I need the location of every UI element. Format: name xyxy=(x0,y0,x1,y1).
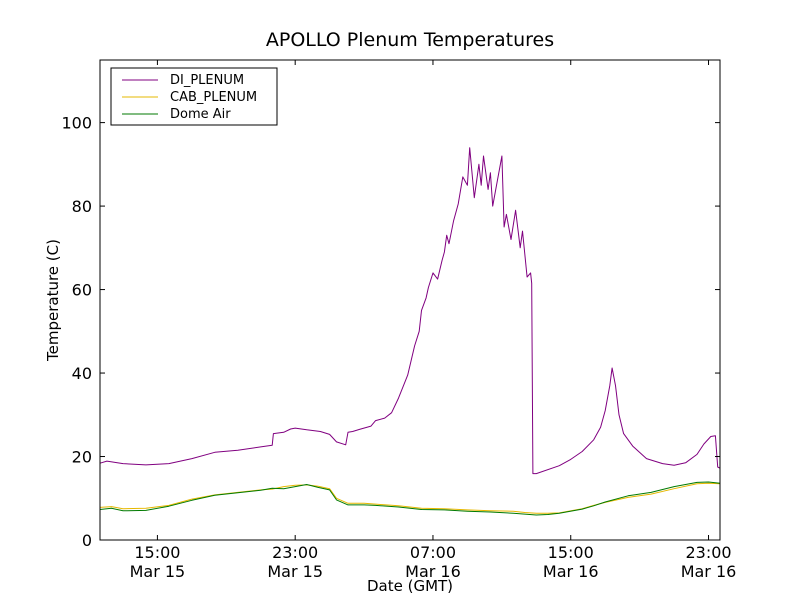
legend-label-di-plenum: DI_PLENUM xyxy=(170,73,244,88)
x-tick-label-time: 15:00 xyxy=(134,543,180,562)
series-layer xyxy=(99,147,721,516)
y-tick-label: 0 xyxy=(82,531,92,550)
y-tick-label: 20 xyxy=(72,448,92,467)
x-tick-label-date: Mar 16 xyxy=(543,562,599,581)
y-tick-label: 80 xyxy=(72,197,92,216)
legend: DI_PLENUM CAB_PLENUM Dome Air xyxy=(110,67,278,126)
legend-label-cab-plenum: CAB_PLENUM xyxy=(170,90,257,105)
x-tick-label-date: Mar 15 xyxy=(267,562,323,581)
x-tick-label-time: 07:00 xyxy=(410,543,456,562)
x-tick-label-date: Mar 15 xyxy=(130,562,186,581)
plot-frame xyxy=(99,59,721,541)
y-tick-label: 100 xyxy=(61,114,92,133)
legend-label-dome-air: Dome Air xyxy=(170,107,231,122)
series-line-di-plenum xyxy=(99,147,721,475)
x-tick-label-time: 23:00 xyxy=(685,543,731,562)
y-tick-label: 40 xyxy=(72,364,92,383)
y-axis-label: Temperature (C) xyxy=(44,239,62,362)
x-tick-label-time: 15:00 xyxy=(548,543,594,562)
x-axis-label: Date (GMT) xyxy=(367,577,453,595)
y-tick-label: 60 xyxy=(72,281,92,300)
x-tick-label-date: Mar 16 xyxy=(405,562,461,581)
x-tick-label-time: 23:00 xyxy=(272,543,318,562)
x-tick-label-date: Mar 16 xyxy=(681,562,737,581)
chart-title: APOLLO Plenum Temperatures xyxy=(266,29,554,51)
series-line-dome-air xyxy=(99,481,721,516)
